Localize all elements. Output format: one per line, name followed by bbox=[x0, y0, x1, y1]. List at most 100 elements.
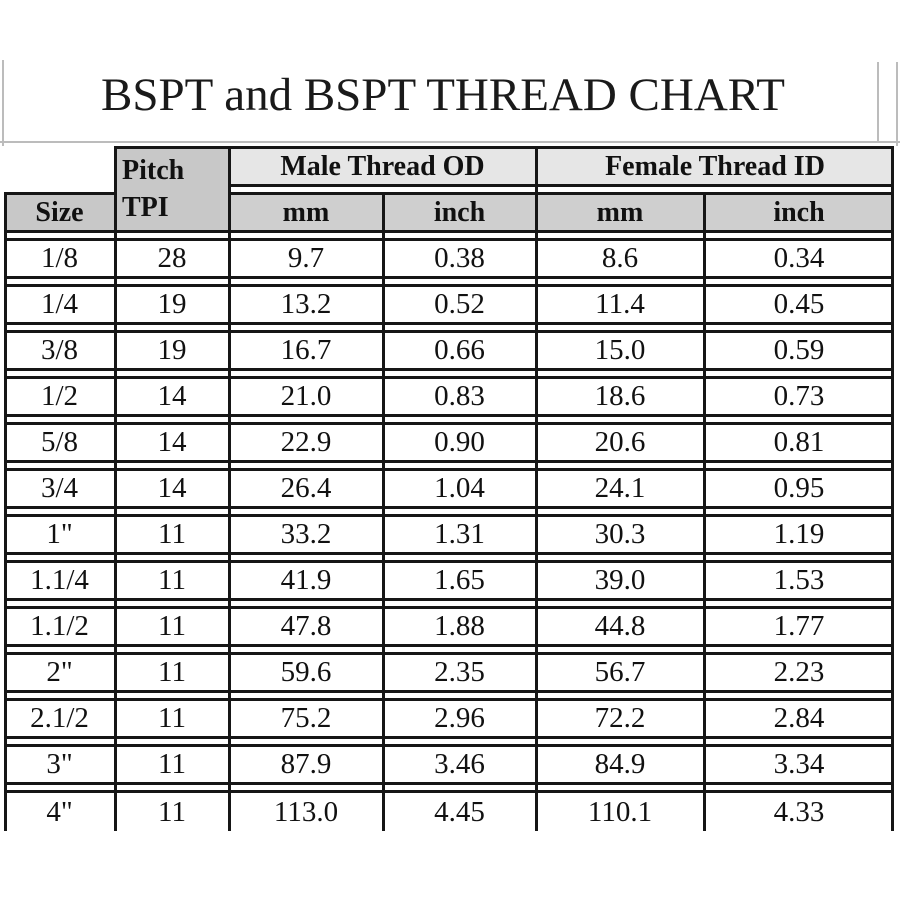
table-cell: 2" bbox=[4, 652, 115, 693]
table-cell: 11 bbox=[115, 744, 229, 785]
table-cell: 26.4 bbox=[229, 468, 383, 509]
table-cell: 1.04 bbox=[383, 468, 536, 509]
table-cell: 113.0 bbox=[229, 790, 383, 831]
table-left-border bbox=[4, 192, 7, 831]
table-cell: 110.1 bbox=[536, 790, 704, 831]
table-cell: 19 bbox=[115, 330, 229, 371]
table-column-border-size-tpi bbox=[114, 146, 117, 831]
spreadsheet-gridline-vertical-right-outer bbox=[896, 62, 898, 146]
spreadsheet-gridline-horizontal bbox=[0, 141, 900, 143]
table-cell: 4.33 bbox=[704, 790, 894, 831]
table-cell: 1.77 bbox=[704, 606, 894, 647]
table-cell: 30.3 bbox=[536, 514, 704, 555]
table-cell: 0.90 bbox=[383, 422, 536, 463]
table-cell: 1/4 bbox=[4, 284, 115, 325]
table-cell: 11.4 bbox=[536, 284, 704, 325]
table-cell: 5/8 bbox=[4, 422, 115, 463]
corner-empty-cell bbox=[4, 146, 115, 187]
thread-chart-table: Pitch TPI Male Thread OD Female Thread I… bbox=[4, 146, 894, 831]
table-cell: 18.6 bbox=[536, 376, 704, 417]
table-column-border-malemm-maleinch bbox=[382, 192, 385, 831]
table-cell: 1.19 bbox=[704, 514, 894, 555]
pitch-tpi-header-cell: Pitch TPI bbox=[115, 146, 229, 233]
table-cell: 1.1/2 bbox=[4, 606, 115, 647]
table-cell: 33.2 bbox=[229, 514, 383, 555]
table-cell: 0.73 bbox=[704, 376, 894, 417]
table-cell: 75.2 bbox=[229, 698, 383, 739]
table-cell: 56.7 bbox=[536, 652, 704, 693]
table-column-border-male-female bbox=[535, 146, 538, 831]
table-cell: 2.1/2 bbox=[4, 698, 115, 739]
table-cell: 0.38 bbox=[383, 238, 536, 279]
table-cell: 1.31 bbox=[383, 514, 536, 555]
table-cell: 4.45 bbox=[383, 790, 536, 831]
table-cell: 11 bbox=[115, 698, 229, 739]
table-cell: 1" bbox=[4, 514, 115, 555]
table-cell: 3.46 bbox=[383, 744, 536, 785]
table-cell: 21.0 bbox=[229, 376, 383, 417]
table-cell: 9.7 bbox=[229, 238, 383, 279]
spreadsheet-gridline-vertical-left bbox=[2, 60, 4, 146]
table-cell: 2.23 bbox=[704, 652, 894, 693]
table-cell: 39.0 bbox=[536, 560, 704, 601]
table-cell: 2.84 bbox=[704, 698, 894, 739]
table-cell: 16.7 bbox=[229, 330, 383, 371]
male-thread-od-header: Male Thread OD bbox=[229, 146, 536, 187]
table-cell: 41.9 bbox=[229, 560, 383, 601]
table-cell: 44.8 bbox=[536, 606, 704, 647]
table-cell: 0.52 bbox=[383, 284, 536, 325]
table-cell: 14 bbox=[115, 376, 229, 417]
size-header: Size bbox=[4, 192, 115, 233]
female-thread-id-header: Female Thread ID bbox=[536, 146, 894, 187]
male-inch-header: inch bbox=[383, 192, 536, 233]
table-cell: 1/8 bbox=[4, 238, 115, 279]
table-cell: 0.45 bbox=[704, 284, 894, 325]
table-cell: 3" bbox=[4, 744, 115, 785]
table-cell: 11 bbox=[115, 790, 229, 831]
tpi-header-label: TPI bbox=[122, 191, 169, 223]
male-mm-header: mm bbox=[229, 192, 383, 233]
table-cell: 11 bbox=[115, 606, 229, 647]
table-cell: 11 bbox=[115, 652, 229, 693]
table-cell: 20.6 bbox=[536, 422, 704, 463]
table-cell: 87.9 bbox=[229, 744, 383, 785]
table-cell: 84.9 bbox=[536, 744, 704, 785]
table-cell: 1/2 bbox=[4, 376, 115, 417]
table-cell: 11 bbox=[115, 560, 229, 601]
table-cell: 1.65 bbox=[383, 560, 536, 601]
table-right-border bbox=[891, 146, 894, 831]
table-cell: 11 bbox=[115, 514, 229, 555]
table-cell: 0.59 bbox=[704, 330, 894, 371]
table-cell: 22.9 bbox=[229, 422, 383, 463]
table-cell: 14 bbox=[115, 468, 229, 509]
table-cell: 2.96 bbox=[383, 698, 536, 739]
table-cell: 0.83 bbox=[383, 376, 536, 417]
spreadsheet-gridline-vertical-right-inner bbox=[877, 62, 879, 142]
table-column-border-femalemm-femaleinch bbox=[703, 192, 706, 831]
table-cell: 3/4 bbox=[4, 468, 115, 509]
table-cell: 2.35 bbox=[383, 652, 536, 693]
table-cell: 3/8 bbox=[4, 330, 115, 371]
table-cell: 1.88 bbox=[383, 606, 536, 647]
table-cell: 19 bbox=[115, 284, 229, 325]
table-cell: 24.1 bbox=[536, 468, 704, 509]
female-inch-header: inch bbox=[704, 192, 894, 233]
female-mm-header: mm bbox=[536, 192, 704, 233]
table-cell: 1.1/4 bbox=[4, 560, 115, 601]
table-cell: 59.6 bbox=[229, 652, 383, 693]
table-cell: 15.0 bbox=[536, 330, 704, 371]
page-title: BSPT and BSPT THREAD CHART bbox=[100, 69, 786, 121]
thread-chart-table-wrap: Pitch TPI Male Thread OD Female Thread I… bbox=[4, 146, 894, 831]
table-cell: 47.8 bbox=[229, 606, 383, 647]
table-cell: 4" bbox=[4, 790, 115, 831]
table-cell: 28 bbox=[115, 238, 229, 279]
table-cell: 14 bbox=[115, 422, 229, 463]
table-cell: 0.34 bbox=[704, 238, 894, 279]
table-column-border-tpi-malemm bbox=[228, 146, 231, 831]
table-cell: 72.2 bbox=[536, 698, 704, 739]
table-cell: 1.53 bbox=[704, 560, 894, 601]
pitch-header-label: Pitch bbox=[122, 155, 185, 187]
table-cell: 0.95 bbox=[704, 468, 894, 509]
table-cell: 8.6 bbox=[536, 238, 704, 279]
table-cell: 0.81 bbox=[704, 422, 894, 463]
